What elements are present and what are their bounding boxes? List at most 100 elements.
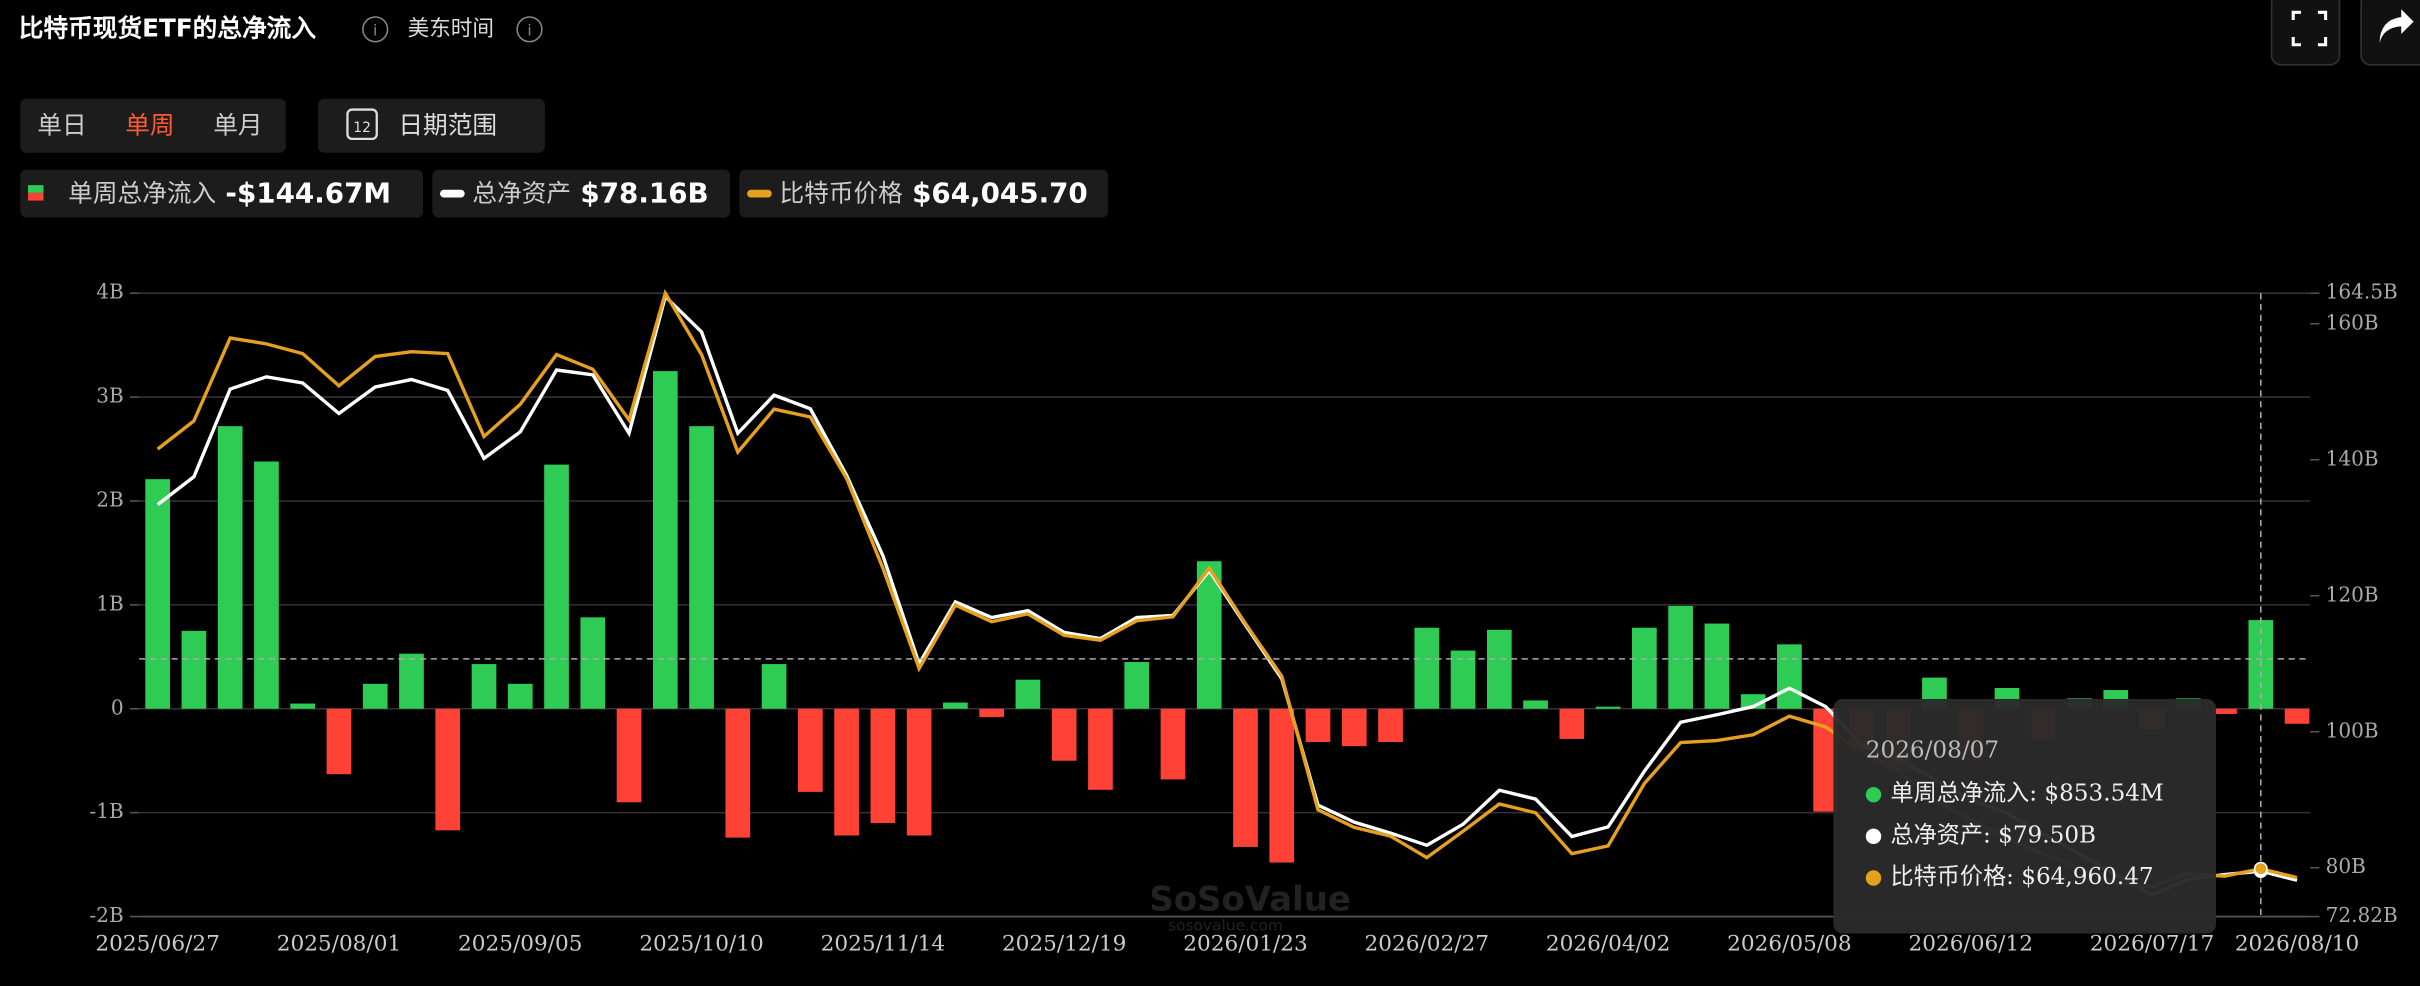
bar (2284, 708, 2310, 724)
bar (979, 708, 1005, 718)
title: 比特币现货ETF的总净流入 (19, 13, 317, 42)
y2-tick-label: 80B (2326, 854, 2366, 878)
bar (1378, 708, 1403, 743)
x-tick-label: 2026/05/08 (1727, 931, 1851, 956)
legend-swatch (747, 189, 772, 198)
y-tick-label: 4B (96, 280, 124, 304)
bar (761, 664, 787, 709)
y2-tick-label: 100B (2326, 718, 2379, 742)
tooltip-swatch (1865, 786, 1882, 803)
tooltip (1833, 698, 2217, 934)
x-tick-label: 2026/08/10 (2235, 931, 2359, 956)
legend-chip[interactable] (20, 169, 424, 218)
legend-swatch (440, 189, 465, 198)
x-tick-label: 2026/06/12 (1908, 931, 2032, 956)
bar (834, 708, 859, 836)
timezone[interactable]: 美东时间 (408, 16, 494, 41)
x-tick-label: 2025/08/01 (277, 931, 401, 956)
bar (435, 708, 461, 831)
legend-chip[interactable] (739, 169, 1109, 218)
bar (1523, 700, 1548, 709)
calendar-day: 12 (353, 120, 371, 136)
bar (870, 708, 896, 824)
tooltip-label: 比特币价格: $64,960.47 (1890, 864, 2153, 890)
bar (1777, 644, 1802, 709)
bar (471, 664, 497, 709)
y-tick-label: 3B (96, 384, 124, 408)
share-icon (2379, 9, 2414, 44)
bar (1341, 708, 1367, 747)
tooltip-label: 总净资产: $79.50B (1890, 822, 2096, 848)
bar (217, 426, 243, 709)
bar (1051, 708, 1077, 761)
info-icon[interactable] (516, 16, 543, 43)
bar (254, 461, 279, 709)
bar (616, 708, 642, 803)
y-tick-label: -1B (89, 799, 123, 823)
bar (2212, 708, 2237, 714)
bar (798, 708, 823, 792)
bar (1414, 627, 1440, 709)
legend-value: $78.16B (580, 176, 708, 209)
bar (1595, 706, 1621, 709)
tooltip-label: 单周总净流入: $853.54M (1890, 781, 2163, 807)
y2-tick-label: 72.82B (2326, 903, 2398, 927)
legend-name: 单周总净流入 (68, 178, 216, 207)
share-button[interactable] (2360, 0, 2420, 66)
tooltip-swatch (1865, 870, 1882, 886)
legend-swatch (28, 192, 44, 201)
date-range-label: 日期范围 (398, 111, 497, 140)
watermark-url: sosovalue.com (1168, 916, 1283, 934)
legend-swatch (28, 185, 44, 193)
bar (1269, 708, 1295, 863)
info-icon[interactable] (362, 16, 389, 43)
x-tick-label: 2026/07/17 (2090, 931, 2214, 956)
tooltip-date: 2026/08/07 (1866, 737, 1999, 763)
tooltip-swatch (1865, 828, 1882, 845)
bar (689, 426, 714, 709)
legend-value: $64,045.70 (912, 176, 1088, 209)
legend-name: 比特币价格 (779, 178, 903, 207)
y2-tick-label: 120B (2326, 582, 2379, 606)
y-tick-label: 0 (111, 695, 124, 719)
x-tick-label: 2026/02/27 (1365, 931, 1489, 956)
legend-value: -$144.67M (225, 176, 391, 209)
bar (1486, 629, 1512, 709)
watermark-name: SoSoValue (1149, 880, 1351, 920)
bar (290, 703, 316, 709)
bar (507, 683, 533, 709)
calendar-icon (346, 108, 378, 141)
bar (399, 653, 424, 709)
info-i: i (373, 21, 377, 39)
bar (326, 708, 352, 775)
bar (906, 708, 932, 836)
bar (544, 464, 569, 709)
bar (652, 371, 678, 709)
hover-point (2253, 861, 2268, 876)
bar (943, 702, 968, 709)
bar (1124, 662, 1150, 709)
tab[interactable]: 单日 (37, 111, 86, 140)
tab[interactable]: 单月 (213, 111, 262, 140)
fullscreen-button[interactable] (2270, 0, 2341, 66)
x-tick-label: 2025/12/19 (1002, 931, 1126, 956)
bar (1233, 708, 1258, 847)
bar (1305, 708, 1331, 743)
bar (145, 479, 170, 709)
bar (181, 630, 207, 709)
bar (580, 617, 606, 709)
bar (725, 708, 751, 838)
legend-chip[interactable] (432, 169, 731, 218)
legend-name: 总净资产 (472, 178, 571, 207)
bar (1668, 605, 1693, 709)
tab-group (20, 98, 286, 153)
tab[interactable]: 单周 (125, 111, 174, 140)
x-tick-label: 2025/06/27 (95, 931, 219, 956)
bar (1704, 623, 1730, 709)
info-i: i (527, 21, 531, 39)
fullscreen-icon (2291, 10, 2328, 47)
bar (362, 683, 388, 709)
